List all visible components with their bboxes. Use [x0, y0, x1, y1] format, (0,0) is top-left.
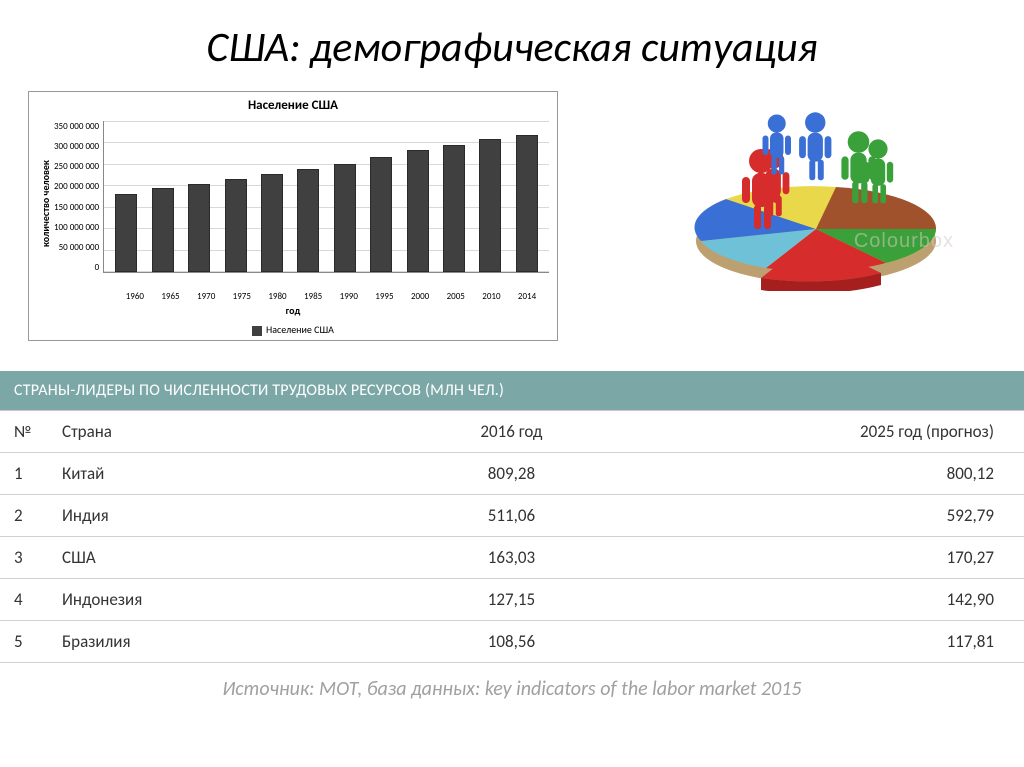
col-country: Страна	[48, 411, 408, 453]
cell-2025: 800,12	[615, 453, 1024, 495]
x-tick: 2010	[480, 291, 502, 302]
bars-container	[104, 121, 549, 272]
cell-country: Индия	[48, 495, 408, 537]
cell-num: 2	[0, 495, 48, 537]
slide-title: США: демографическая ситуация	[0, 0, 1024, 91]
figure-blue	[799, 112, 831, 180]
x-ticks: 1960 1965 1970 1975 1980 1985 1990 1995 2000 2005…	[113, 289, 549, 302]
labor-table: СТРАНЫ-ЛИДЕРЫ ПО ЧИСЛЕННОСТИ ТРУДОВЫХ РЕ…	[0, 371, 1024, 663]
x-tick: 1990	[338, 291, 360, 302]
y-tick: 100 000 000	[54, 222, 99, 233]
table-row: 3США163,03170,27	[0, 537, 1024, 579]
table-row: 4Индонезия127,15142,90	[0, 579, 1024, 621]
x-tick: 1980	[266, 291, 288, 302]
bar	[152, 188, 174, 272]
y-axis-label: количество человек	[37, 119, 54, 289]
x-tick: 1995	[373, 291, 395, 302]
table-body: 1Китай809,28800,122Индия511,06592,793США…	[0, 453, 1024, 663]
cell-country: Бразилия	[48, 621, 408, 663]
cell-country: Индонезия	[48, 579, 408, 621]
population-chart: Население США количество человек 350 000…	[28, 91, 558, 341]
cell-country: США	[48, 537, 408, 579]
y-ticks: 350 000 000 300 000 000 250 000 000 200 000…	[54, 121, 103, 273]
table-row: 5Бразилия108,56117,81	[0, 621, 1024, 663]
table-head-row: № Страна 2016 год 2025 год (прогноз)	[0, 411, 1024, 453]
legend-label: Население США	[266, 323, 334, 336]
x-tick: 1960	[124, 291, 146, 302]
bar	[261, 174, 283, 272]
x-tick: 1975	[231, 291, 253, 302]
x-tick: 1985	[302, 291, 324, 302]
labor-table-grid: № Страна 2016 год 2025 год (прогноз) 1Ки…	[0, 411, 1024, 663]
bar	[334, 164, 356, 272]
x-tick: 2005	[445, 291, 467, 302]
bar	[516, 135, 538, 272]
cell-num: 5	[0, 621, 48, 663]
cell-num: 3	[0, 537, 48, 579]
cell-2016: 108,56	[408, 621, 615, 663]
watermark: Colourbox	[854, 230, 954, 253]
cell-2025: 170,27	[615, 537, 1024, 579]
bar	[225, 179, 247, 272]
table-header: СТРАНЫ-ЛИДЕРЫ ПО ЧИСЛЕННОСТИ ТРУДОВЫХ РЕ…	[0, 371, 1024, 411]
table-row: 2Индия511,06592,79	[0, 495, 1024, 537]
table-row: 1Китай809,28800,12	[0, 453, 1024, 495]
x-tick: 2000	[409, 291, 431, 302]
y-tick: 150 000 000	[54, 202, 99, 213]
chart-legend: Население США	[37, 323, 549, 336]
col-2025: 2025 год (прогноз)	[615, 411, 1024, 453]
y-tick: 300 000 000	[54, 141, 99, 152]
y-tick: 200 000 000	[54, 181, 99, 192]
x-tick: 1965	[159, 291, 181, 302]
cell-2016: 511,06	[408, 495, 615, 537]
cell-2016: 127,15	[408, 579, 615, 621]
source-citation: Источник: МОТ, база данных: key indicato…	[0, 663, 1024, 701]
chart-area: количество человек 350 000 000 300 000 00…	[37, 119, 549, 289]
upper-row: Население США количество человек 350 000…	[0, 91, 1024, 341]
chart-title: Население США	[37, 98, 549, 113]
legend-swatch	[252, 326, 262, 336]
cell-2016: 163,03	[408, 537, 615, 579]
cell-num: 4	[0, 579, 48, 621]
cell-2025: 592,79	[615, 495, 1024, 537]
y-tick: 350 000 000	[54, 121, 99, 132]
x-tick: 2014	[516, 291, 538, 302]
cell-num: 1	[0, 453, 48, 495]
pie-people-graphic	[656, 91, 976, 291]
chart-plot	[103, 121, 549, 273]
cell-2025: 142,90	[615, 579, 1024, 621]
bar	[443, 145, 465, 272]
y-tick: 0	[54, 262, 99, 273]
bar	[370, 157, 392, 272]
x-tick: 1970	[195, 291, 217, 302]
bar	[115, 194, 137, 272]
cell-country: Китай	[48, 453, 408, 495]
cell-2025: 117,81	[615, 621, 1024, 663]
col-num: №	[0, 411, 48, 453]
bar	[479, 139, 501, 272]
pie-people-svg	[656, 91, 976, 291]
x-axis-label: год	[37, 304, 549, 317]
bar	[188, 184, 210, 272]
y-tick: 250 000 000	[54, 161, 99, 172]
bar	[297, 169, 319, 272]
col-2016: 2016 год	[408, 411, 615, 453]
bar	[407, 150, 429, 272]
y-tick: 50 000 000	[54, 242, 99, 253]
cell-2016: 809,28	[408, 453, 615, 495]
